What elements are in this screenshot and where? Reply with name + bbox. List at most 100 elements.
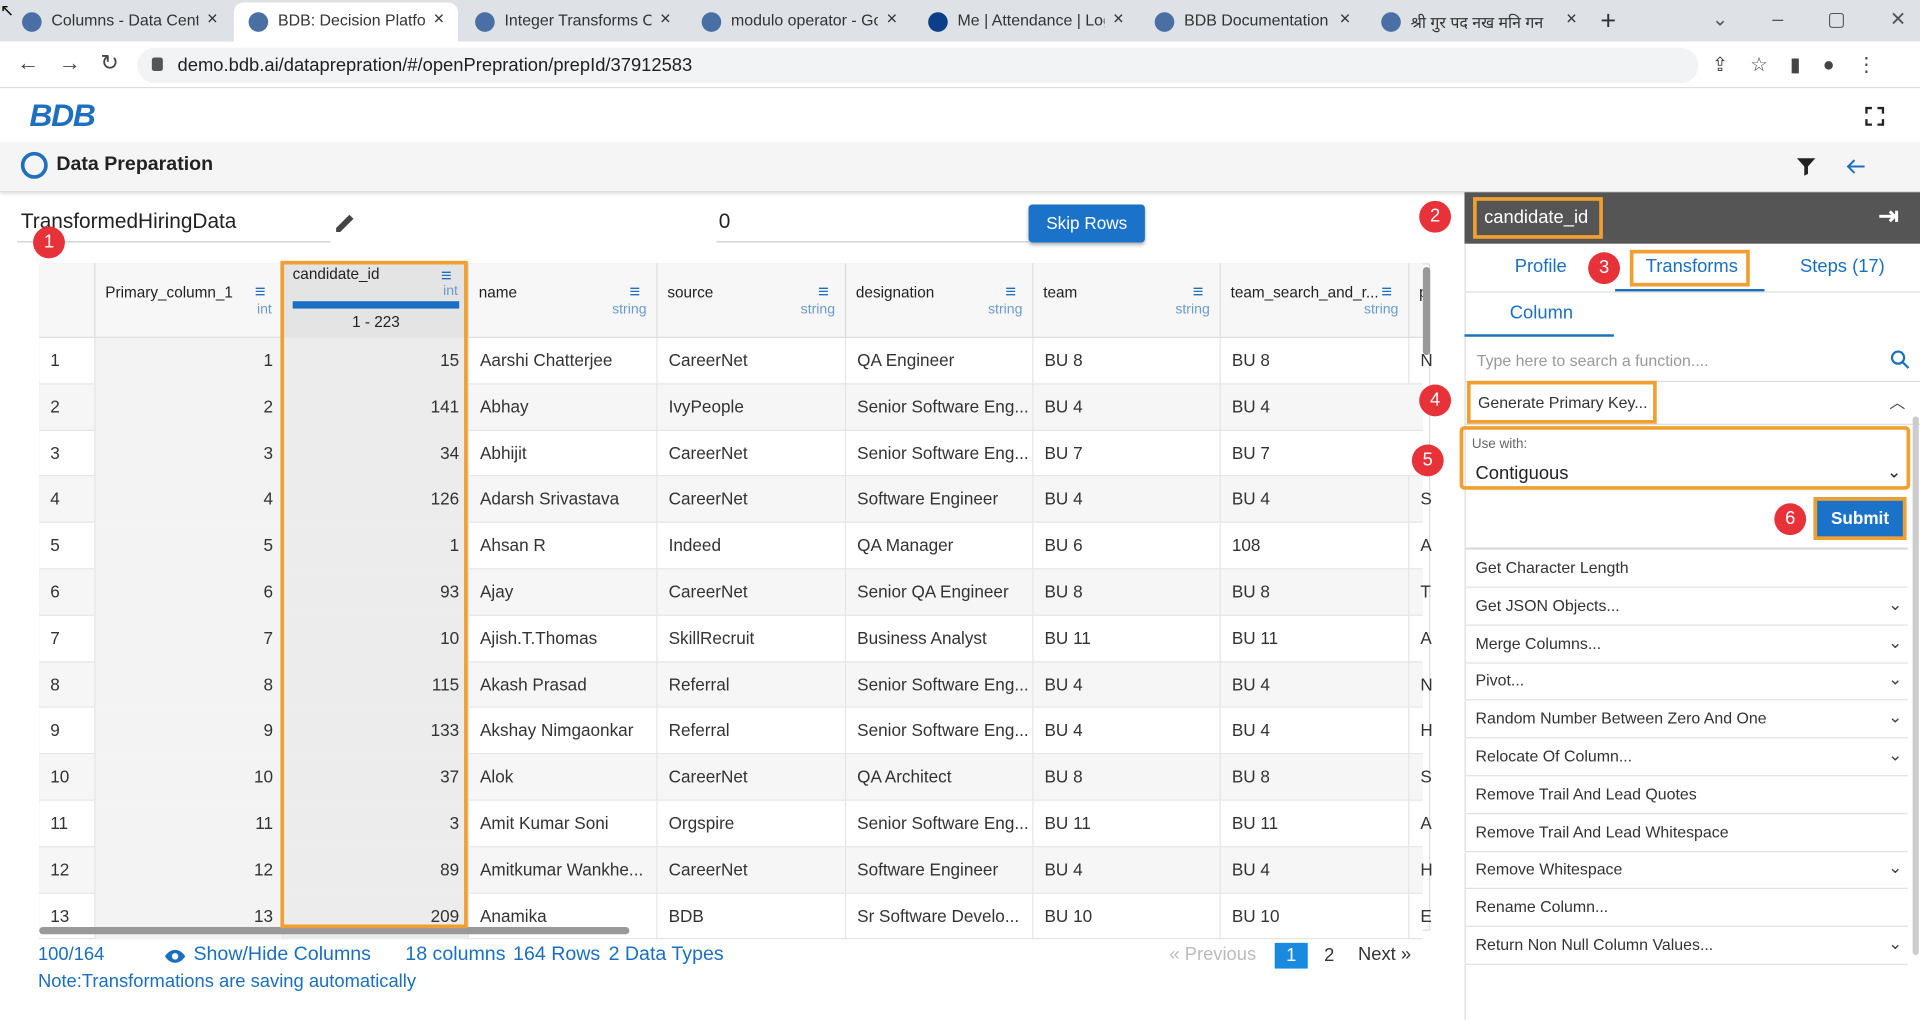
select-arrow: ⌄	[1886, 461, 1902, 482]
table-cell: Senior QA Engineer	[844, 569, 1032, 616]
column-header[interactable]: source ≡ string	[656, 263, 845, 338]
eye-icon[interactable]	[163, 945, 187, 967]
chevron-down: ⌄	[1888, 706, 1903, 727]
edit-icon[interactable]	[333, 211, 357, 235]
previous-button[interactable]: « Previous	[1169, 944, 1257, 965]
function-item[interactable]: Remove Whitespace ⌄	[1464, 851, 1908, 890]
show-hide-columns[interactable]: Show/Hide Columns	[193, 944, 371, 965]
function-item[interactable]: Remove Trail And Lead Quotes	[1464, 776, 1908, 815]
panel-tab[interactable]: Steps (17)	[1800, 255, 1885, 277]
page-button[interactable]: 2	[1324, 945, 1335, 967]
new-tab[interactable]: +	[1600, 4, 1617, 36]
sub-tab[interactable]: Column	[1509, 302, 1574, 324]
function-item[interactable]: Random Number Between Zero And One ⌄	[1464, 701, 1908, 739]
column-type: string	[800, 302, 836, 318]
tab-close[interactable]: ×	[206, 8, 218, 30]
browser-tab[interactable]: modulo operator - Go ×	[687, 2, 911, 41]
column-menu[interactable]: ≡	[1381, 281, 1392, 303]
column-menu[interactable]: ≡	[1005, 281, 1017, 303]
table-cell: BU 7	[1032, 430, 1219, 477]
panel-scrollbar[interactable]	[1912, 416, 1919, 956]
skip-input[interactable]: 0	[718, 209, 731, 233]
chevron-down: ⌄	[1888, 744, 1903, 765]
table-cell: Software Engineer	[844, 476, 1032, 524]
column-header[interactable]: name ≡ string	[467, 263, 657, 338]
tab-close[interactable]: ×	[886, 8, 898, 30]
function-item[interactable]: Remove Trail And Lead Whitespace	[1464, 814, 1908, 852]
column-menu[interactable]: ≡	[1192, 281, 1204, 303]
row-number: 13	[50, 905, 70, 926]
browser-tab[interactable]: BDB Documentation ×	[1140, 2, 1364, 41]
open-function-name[interactable]: Generate Primary Key...	[1466, 380, 1657, 424]
panel-tab[interactable]: Profile	[1514, 255, 1567, 277]
column-header[interactable]: Primary_column_1 ≡ int	[94, 263, 281, 338]
filter-icon[interactable]	[1795, 156, 1817, 178]
column-menu[interactable]: ≡	[817, 281, 829, 303]
column-header[interactable]: team ≡ string	[1032, 263, 1219, 338]
search-icon[interactable]	[1889, 349, 1910, 370]
browser-tab[interactable]: BDB: Decision Platfor ×	[233, 2, 458, 42]
page-icon	[20, 151, 48, 179]
table-cell: Orgspire	[656, 800, 845, 848]
table-cell: CareerNet	[656, 569, 845, 616]
table-cell: 6	[94, 569, 282, 616]
column-header[interactable]: designation ≡ string	[844, 263, 1032, 338]
browser-icons[interactable]: ⇪☆▮●⋮	[1711, 55, 1899, 76]
browser-tab[interactable]: Me | Attendance | Log ×	[913, 2, 1137, 41]
browser-tab[interactable]: Integer Transforms O ×	[460, 2, 684, 41]
column-menu[interactable]: ≡	[254, 281, 266, 303]
tab-close[interactable]: ×	[1566, 8, 1577, 30]
field-value[interactable]: Contiguous	[1475, 462, 1569, 484]
url-box[interactable]: demo.bdb.ai/dataprepration/#/openPreprat…	[137, 47, 1699, 84]
tab-close[interactable]: ×	[433, 8, 445, 30]
column-header[interactable]: candidate_id ≡ int 1 - 223	[281, 263, 468, 338]
dataset-name[interactable]: TransformedHiringData	[20, 209, 237, 233]
table-cell: Software Engineer	[844, 847, 1032, 894]
lock-icon	[151, 57, 163, 72]
collapse-panel[interactable]: ⇥	[1878, 203, 1899, 231]
function-item[interactable]: Pivot... ⌄	[1464, 663, 1908, 701]
tab-close[interactable]: ×	[1339, 8, 1351, 30]
tab-close[interactable]: ×	[660, 8, 671, 30]
search-placeholder[interactable]: Type here to search a function....	[1476, 351, 1709, 370]
open-function[interactable]	[1464, 383, 1920, 425]
browser-tab[interactable]: श्री गुर पद नख मनि गन ×	[1367, 2, 1591, 41]
function-item[interactable]: Relocate Of Column... ⌄	[1464, 738, 1908, 777]
page-button[interactable]: 1	[1274, 942, 1308, 969]
table-cell: 2	[94, 384, 282, 431]
column-header[interactable]: team_search_and_r... ≡ string	[1219, 263, 1409, 338]
function-item[interactable]: Get JSON Objects... ⌄	[1464, 588, 1908, 626]
column-menu[interactable]: ≡	[629, 281, 641, 303]
function-name: Remove Trail And Lead Quotes	[1475, 784, 1697, 804]
fullscreen-icon[interactable]	[1864, 105, 1886, 127]
tab-icon	[1381, 12, 1401, 32]
browser-tab[interactable]: Columns - Data Cente ×	[7, 2, 231, 41]
column-type: int	[443, 284, 458, 299]
table-cell: Alok	[467, 754, 657, 801]
table-cell: Senior Software Eng...	[844, 800, 1032, 848]
horizontal-scrollbar[interactable]	[39, 926, 630, 935]
function-item[interactable]: Return Non Null Column Values... ⌄	[1464, 927, 1908, 965]
vertical-scrollbar[interactable]	[1422, 266, 1431, 356]
use-with-field[interactable]	[1459, 426, 1911, 490]
submit-button[interactable]: Submit	[1813, 497, 1907, 541]
table-cell: E	[1408, 893, 1431, 940]
table-cell: BU 11	[1032, 615, 1219, 662]
back-icon[interactable]	[1844, 156, 1868, 178]
rows-count: 164 Rows	[513, 944, 601, 965]
table-cell: CareerNet	[656, 754, 845, 801]
nav-buttons[interactable]: ←→↻	[17, 50, 139, 75]
function-item[interactable]: Rename Column...	[1464, 889, 1908, 928]
column-header[interactable]: p	[1408, 263, 1423, 338]
column-menu[interactable]: ≡	[440, 265, 452, 287]
search-box[interactable]	[1464, 338, 1920, 383]
tab-close[interactable]: ×	[1113, 8, 1124, 30]
chevron-down: ⌄	[1888, 593, 1903, 614]
function-item[interactable]: Get Character Length	[1464, 550, 1908, 588]
tab-title: BDB Documentation	[1184, 11, 1329, 30]
function-item[interactable]: Merge Columns... ⌄	[1464, 625, 1908, 664]
next-button[interactable]: Next »	[1357, 944, 1412, 965]
panel-tab[interactable]: Transforms	[1645, 255, 1738, 277]
column-name: designation	[855, 284, 935, 302]
skip-button[interactable]: Skip Rows	[1028, 204, 1145, 243]
